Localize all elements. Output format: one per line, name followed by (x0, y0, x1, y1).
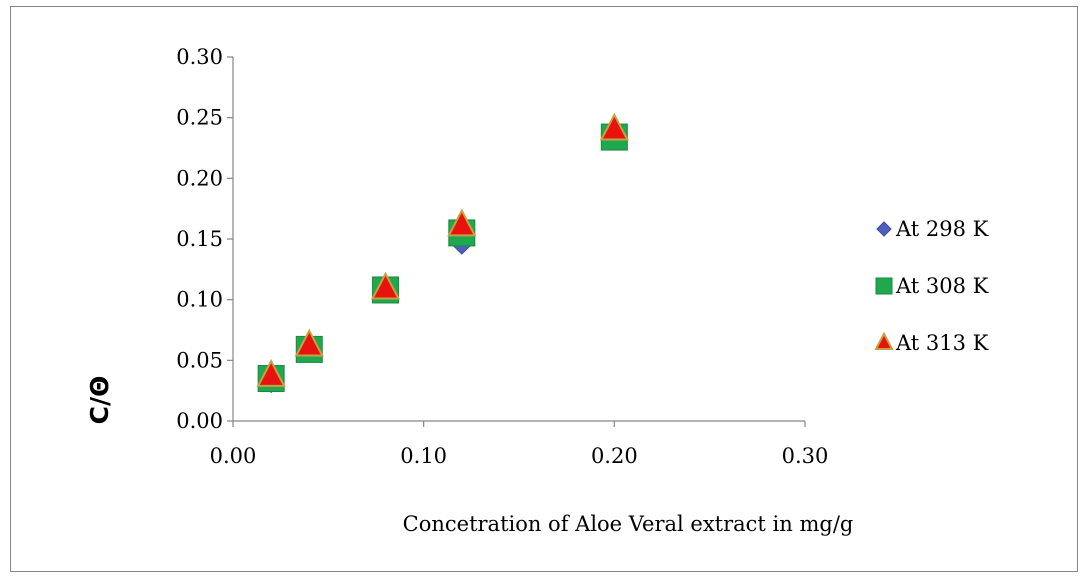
y-tick-label: 0.15 (176, 227, 223, 251)
legend: At 298 K At 308 K At 313 K (874, 217, 989, 355)
legend-entry-label: At 298 K (895, 217, 989, 241)
x-tick-label: 0.10 (400, 444, 447, 468)
x-tick-label: 0.20 (591, 444, 638, 468)
axes: 0.00 0.05 0.10 0.15 0.20 0.25 0.30 0.00 0.10 0.20… (176, 45, 828, 468)
legend-marker-triangle (874, 331, 894, 350)
x-axis-label: Concetration of Aloe Veral extract in mg… (403, 512, 854, 536)
data-point-triangle (294, 328, 324, 357)
legend-entry-label: At 308 K (895, 274, 989, 298)
legend-entry-label: At 313 K (895, 331, 989, 355)
data-point-triangle (256, 359, 286, 387)
legend-marker-square (875, 277, 893, 295)
y-tick-label: 0.00 (176, 409, 223, 433)
y-tick-label: 0.30 (176, 45, 223, 69)
plot-area (256, 112, 629, 394)
legend-marker-diamond (876, 221, 892, 237)
x-tick-label: 0.00 (210, 444, 257, 468)
y-tick-label: 0.25 (176, 106, 223, 130)
x-tick-label: 0.30 (782, 444, 829, 468)
data-point-triangle (370, 271, 401, 300)
y-tick-label: 0.10 (176, 288, 223, 312)
chart-frame (10, 6, 1078, 572)
data-point-triangle (447, 208, 477, 237)
y-tick-label: 0.05 (176, 348, 223, 372)
data-point-triangle (599, 112, 629, 141)
y-axis-label: C/Θ (85, 376, 114, 425)
y-tick-label: 0.20 (176, 166, 223, 190)
